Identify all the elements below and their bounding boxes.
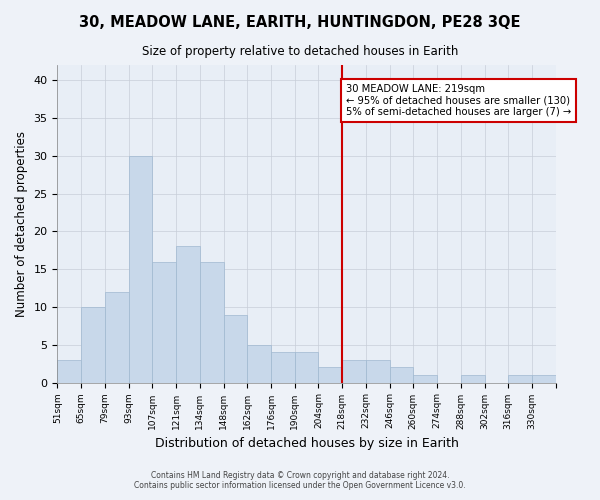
Y-axis label: Number of detached properties: Number of detached properties bbox=[15, 131, 28, 317]
Bar bbox=[247, 345, 271, 383]
Bar bbox=[176, 246, 200, 382]
Bar bbox=[389, 368, 413, 382]
Text: 30, MEADOW LANE, EARITH, HUNTINGDON, PE28 3QE: 30, MEADOW LANE, EARITH, HUNTINGDON, PE2… bbox=[79, 15, 521, 30]
Bar bbox=[508, 375, 532, 382]
Bar bbox=[271, 352, 295, 382]
Bar bbox=[152, 262, 176, 382]
Bar bbox=[413, 375, 437, 382]
Bar bbox=[58, 360, 81, 382]
Bar bbox=[319, 368, 342, 382]
Bar bbox=[532, 375, 556, 382]
Bar bbox=[200, 262, 224, 382]
Bar bbox=[366, 360, 389, 382]
Bar bbox=[105, 292, 128, 382]
Text: 30 MEADOW LANE: 219sqm
← 95% of detached houses are smaller (130)
5% of semi-det: 30 MEADOW LANE: 219sqm ← 95% of detached… bbox=[346, 84, 571, 117]
Bar bbox=[342, 360, 366, 382]
Text: Size of property relative to detached houses in Earith: Size of property relative to detached ho… bbox=[142, 45, 458, 58]
X-axis label: Distribution of detached houses by size in Earith: Distribution of detached houses by size … bbox=[155, 437, 458, 450]
Bar bbox=[461, 375, 485, 382]
Bar bbox=[295, 352, 319, 382]
Bar bbox=[128, 156, 152, 382]
Bar bbox=[81, 307, 105, 382]
Text: Contains HM Land Registry data © Crown copyright and database right 2024.
Contai: Contains HM Land Registry data © Crown c… bbox=[134, 470, 466, 490]
Bar bbox=[224, 314, 247, 382]
